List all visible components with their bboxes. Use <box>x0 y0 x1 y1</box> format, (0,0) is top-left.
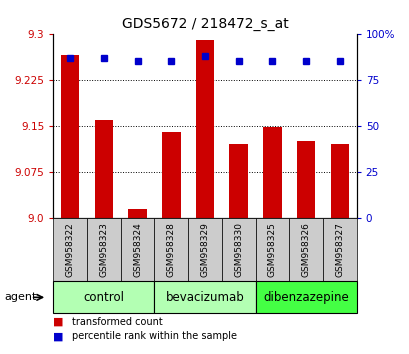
Text: bevacizumab: bevacizumab <box>165 291 244 304</box>
Bar <box>255 218 289 281</box>
Title: GDS5672 / 218472_s_at: GDS5672 / 218472_s_at <box>121 17 288 31</box>
Bar <box>322 218 356 281</box>
Bar <box>221 218 255 281</box>
Text: ■: ■ <box>53 331 64 341</box>
Text: GSM958327: GSM958327 <box>335 222 344 277</box>
Bar <box>162 132 180 218</box>
Bar <box>154 218 188 281</box>
Bar <box>53 218 87 281</box>
Text: GSM958330: GSM958330 <box>234 222 243 277</box>
Bar <box>229 144 247 218</box>
Bar <box>255 281 356 313</box>
Text: GSM958328: GSM958328 <box>166 222 175 277</box>
Bar <box>128 209 146 218</box>
Text: GSM958324: GSM958324 <box>133 222 142 277</box>
Bar <box>195 40 214 218</box>
Bar <box>263 127 281 218</box>
Text: GSM958329: GSM958329 <box>200 222 209 277</box>
Bar <box>120 218 154 281</box>
Text: percentile rank within the sample: percentile rank within the sample <box>72 331 236 341</box>
Text: transformed count: transformed count <box>72 317 162 327</box>
Text: GSM958325: GSM958325 <box>267 222 276 277</box>
Text: GSM958323: GSM958323 <box>99 222 108 277</box>
Text: dibenzazepine: dibenzazepine <box>263 291 348 304</box>
Bar <box>330 144 348 218</box>
Bar <box>94 120 113 218</box>
Text: control: control <box>83 291 124 304</box>
Text: GSM958322: GSM958322 <box>65 222 74 277</box>
Text: ■: ■ <box>53 317 64 327</box>
Bar <box>53 281 154 313</box>
Bar <box>154 281 255 313</box>
Text: GSM958326: GSM958326 <box>301 222 310 277</box>
Bar <box>188 218 221 281</box>
Bar <box>289 218 322 281</box>
Bar <box>61 55 79 218</box>
Text: agent: agent <box>4 292 36 302</box>
Bar <box>87 218 120 281</box>
Bar <box>296 141 315 218</box>
